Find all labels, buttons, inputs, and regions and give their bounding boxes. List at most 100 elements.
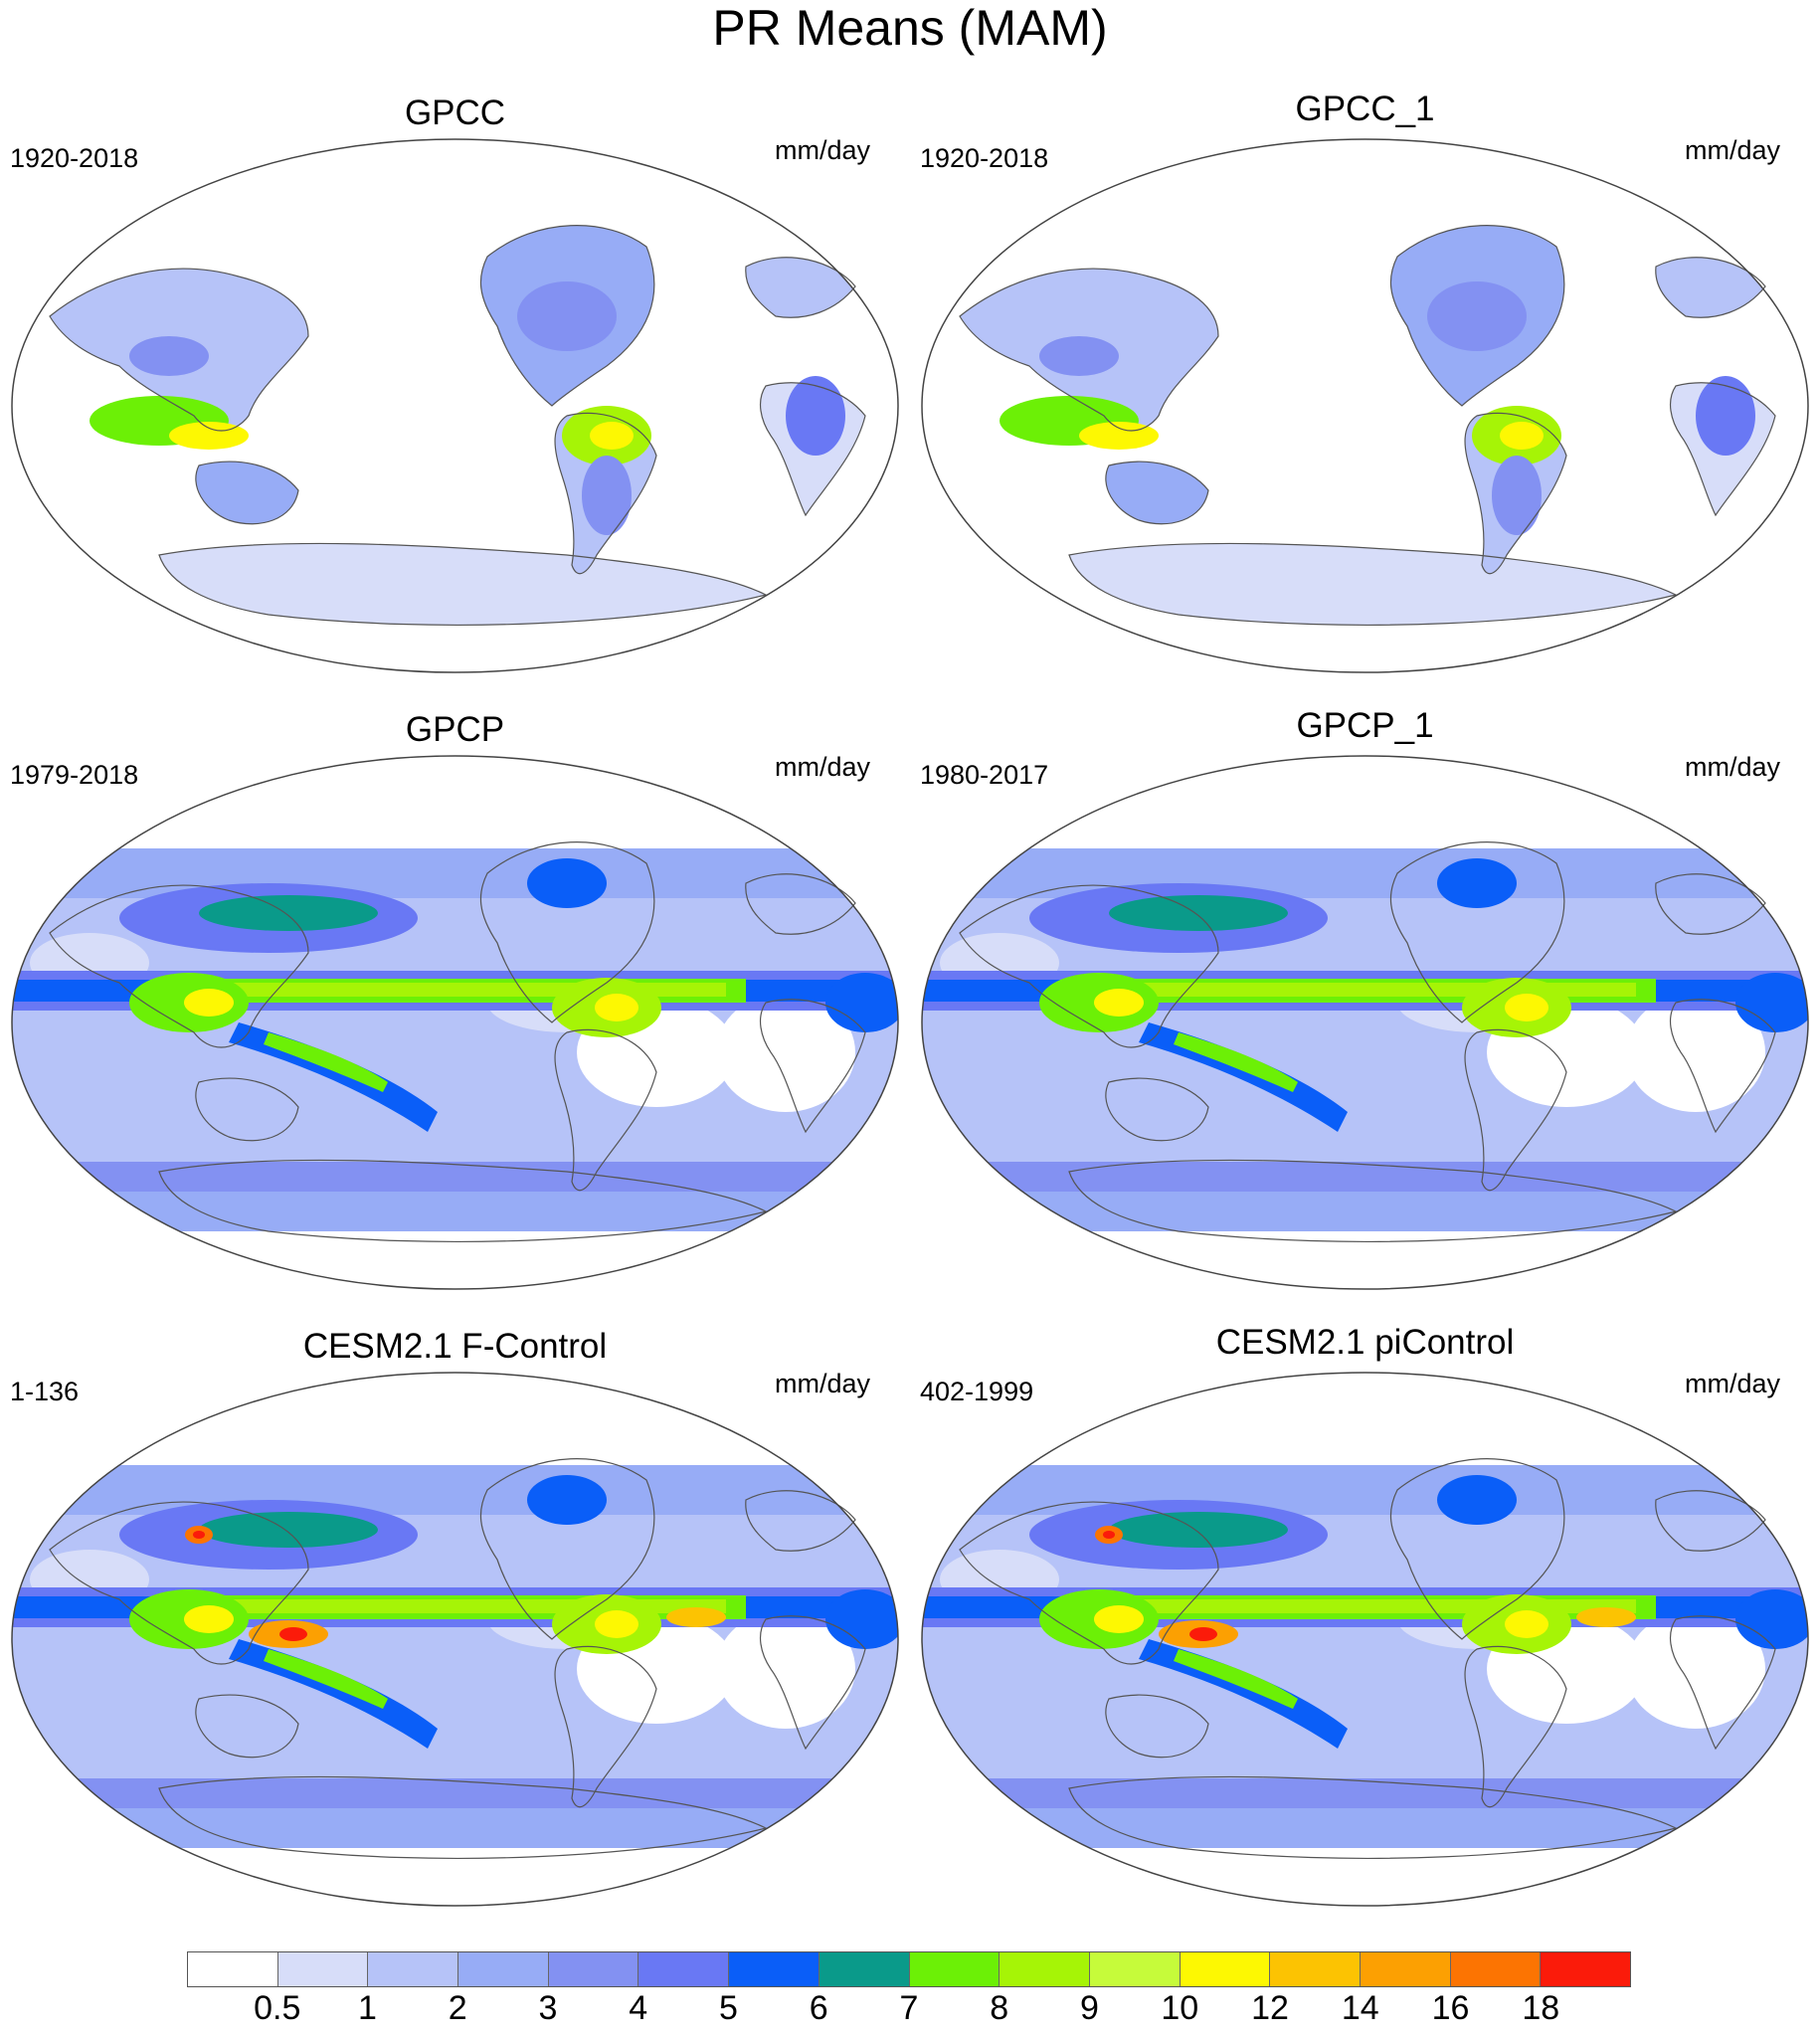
coastline [554, 1028, 657, 1192]
coastline [1464, 1028, 1567, 1192]
panel-title: CESM2.1 F-Control [302, 1327, 608, 1366]
colorbar-label: 16 [1431, 1989, 1470, 2027]
colorbar-box [638, 1952, 730, 1986]
coastline [1068, 1775, 1678, 1860]
northern-storm-track [12, 1465, 898, 1515]
coastline [745, 873, 856, 935]
gulf-stream-core [1437, 858, 1517, 908]
coastline [1389, 841, 1565, 1023]
map-border [921, 138, 1809, 673]
coastline [759, 382, 866, 517]
coastline [1105, 1694, 1209, 1759]
map-cesm-picontrol [921, 1372, 1809, 1907]
map-panel-gpcp: GPCP 1979-2018 mm/day [0, 686, 910, 1303]
coastline [1105, 461, 1209, 525]
coastline [1464, 412, 1567, 575]
maritime-continent-peak [184, 1605, 234, 1633]
colorbar [187, 1951, 1631, 1987]
maritime-continent-peak [1094, 989, 1144, 1017]
map-border [11, 1372, 899, 1907]
map-gpcc-1 [921, 138, 1809, 673]
coastline [158, 1775, 768, 1860]
africa-high [825, 973, 898, 1032]
colorbar-box [188, 1952, 278, 1986]
asia-hotspot-peak [1103, 1531, 1115, 1539]
land-precip [159, 543, 766, 626]
coastline [1655, 257, 1766, 318]
map-panel-cesm-f-control: CESM2.1 F-Control 1-136 mm/day [0, 1303, 910, 1920]
coastline [959, 1501, 1219, 1665]
northern-storm-track [922, 848, 1808, 898]
coastline [1068, 1159, 1678, 1243]
panel-units: mm/day [1684, 1369, 1780, 1398]
colorbar-label: 10 [1161, 1989, 1199, 2027]
coastline [1068, 542, 1678, 627]
panel-title: GPCP [405, 710, 505, 749]
coastline [959, 268, 1219, 432]
dry-zone-south-atlantic [716, 1609, 855, 1729]
colorbar-box [1000, 1952, 1090, 1986]
colorbar-label: 14 [1341, 1989, 1379, 2027]
map-panel-gpcc: GPCC 1920-2018 mm/day [0, 70, 910, 686]
map-cesm-f-control [11, 1372, 899, 1907]
maritime-continent-peak [1094, 1605, 1144, 1633]
colorbar-box [1360, 1952, 1451, 1986]
precip-field [12, 139, 898, 672]
figure-title: PR Means (MAM) [712, 0, 1108, 56]
map-gpcp-1 [921, 755, 1809, 1290]
amazon-peak [1500, 422, 1544, 450]
precip-field [922, 139, 1808, 672]
land-precip [1069, 543, 1676, 626]
coastline [49, 268, 309, 432]
colorbar-label: 9 [1080, 1989, 1099, 2027]
coastline [1105, 1077, 1209, 1142]
coastline [1389, 1458, 1565, 1640]
dry-zone-south-atlantic [716, 993, 855, 1112]
kuroshio-core [1109, 895, 1288, 931]
colorbar-label: 18 [1522, 1989, 1560, 2027]
map-border [921, 1372, 1809, 1907]
coastline [554, 1645, 657, 1808]
northern-storm-track [922, 1465, 1808, 1515]
precip-field [12, 1373, 898, 1906]
colorbar-box [729, 1952, 819, 1986]
precip-field [922, 756, 1808, 1289]
atlantic-hotspot [666, 1607, 726, 1627]
asia-hotspot-peak [193, 1531, 205, 1539]
gulf-stream-core [1437, 1475, 1517, 1525]
colorbar-box [368, 1952, 459, 1986]
coastline [479, 225, 655, 407]
coastline [158, 542, 768, 627]
colorbar-box [1270, 1952, 1361, 1986]
colorbar-box [458, 1952, 549, 1986]
panel-period: 1979-2018 [10, 760, 139, 790]
map-panel-cesm-picontrol: CESM2.1 piControl 402-1999 mm/day [910, 1303, 1820, 1920]
coastline [195, 1694, 299, 1759]
africa-high [786, 376, 845, 456]
maritime-continent-peak [1079, 422, 1159, 450]
dry-zone-south-atlantic [1626, 1609, 1765, 1729]
africa-high [825, 1589, 898, 1649]
south-america-mid [1492, 456, 1542, 535]
amazon-peak [595, 1610, 638, 1638]
colorbar-label: 6 [809, 1989, 828, 2027]
colorbar-label: 4 [629, 1989, 648, 2027]
coastline [745, 257, 856, 318]
map-gpcc [11, 138, 899, 673]
colorbar-label: 0.5 [254, 1989, 301, 2027]
spcz-core [1174, 1032, 1298, 1092]
panel-title: GPCC [404, 93, 506, 132]
amazon-peak [595, 994, 638, 1021]
panel-units: mm/day [774, 1369, 870, 1398]
colorbar-labels: 0.5 1 2 3 4 5 6 7 8 9 10 12 14 16 18 [187, 1989, 1631, 2033]
coastline [479, 1458, 655, 1640]
colorbar-label: 1 [358, 1989, 377, 2027]
panel-units: mm/day [774, 135, 870, 165]
map-panel-gpcc-1: GPCC_1 1920-2018 mm/day [910, 70, 1820, 686]
coastline [1655, 873, 1766, 935]
coastline [759, 999, 866, 1134]
map-border [11, 138, 899, 673]
africa-high [1735, 1589, 1808, 1649]
panel-units: mm/day [774, 752, 870, 782]
gulf-stream-core [527, 1475, 607, 1525]
